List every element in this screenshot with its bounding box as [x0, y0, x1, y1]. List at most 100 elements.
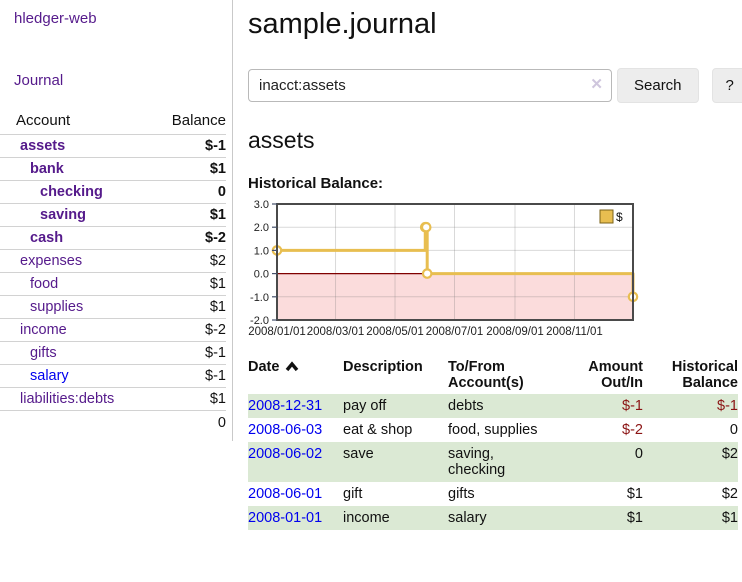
account-balance: $-1 [205, 345, 226, 361]
app-logo-link[interactable]: hledger-web [14, 10, 97, 27]
register-header-description: Description [343, 359, 423, 375]
account-link-income[interactable]: income [20, 322, 67, 338]
accounts-cell: debts [448, 398, 484, 414]
register-header-row: Date Description To/From Account(s) Amou… [248, 356, 738, 394]
register-header-accounts: To/From Account(s) [448, 359, 524, 391]
account-balance: 0 [217, 184, 226, 200]
account-link-supplies[interactable]: supplies [30, 299, 84, 315]
balance-cell: $2 [721, 446, 738, 462]
account-row: assets $-1 [0, 134, 226, 158]
accounts-table: Account Balance assets $-1 bank $1 check… [0, 108, 226, 435]
svg-text:2.0: 2.0 [254, 222, 269, 234]
account-balance: $1 [209, 161, 226, 177]
account-link-checking[interactable]: checking [40, 184, 103, 200]
account-balance: $2 [209, 253, 226, 269]
search-row: ✕ Search ? [248, 68, 742, 103]
svg-text:-2.0: -2.0 [250, 315, 269, 327]
account-link-assets[interactable]: assets [20, 138, 66, 154]
account-row: expenses $2 [0, 249, 226, 273]
account-balance: $-2 [205, 322, 226, 338]
help-button[interactable]: ? [711, 68, 742, 103]
account-row: food $1 [0, 272, 226, 296]
amount-cell: $1 [626, 486, 643, 502]
balance-cell: $1 [721, 510, 738, 526]
amount-cell: $-1 [622, 398, 643, 414]
balance-cell: 0 [729, 422, 738, 438]
account-balance: $1 [209, 276, 226, 292]
historical-balance-chart: 3.0 2.0 1.0 0.0 -1.0 -2.0 2008/01/01 2008/03/01… [248, 197, 742, 343]
account-balance: $-2 [205, 230, 226, 246]
sort-ascending-icon [285, 360, 299, 376]
account-row: supplies $1 [0, 295, 226, 319]
register-row: 2008-06-03 eat & shop food, supplies $-2… [248, 418, 738, 442]
accounts-total-row: 0 [0, 410, 226, 436]
account-link-liabilities-debts[interactable]: liabilities:debts [20, 391, 115, 407]
register-row: 2008-06-02 save saving, checking 0 $2 [248, 442, 738, 482]
accounts-cell: salary [448, 510, 487, 526]
register-row: 2008-01-01 income salary $1 $1 [248, 506, 738, 530]
svg-text:2008/07/01: 2008/07/01 [426, 326, 484, 338]
svg-text:3.0: 3.0 [254, 199, 269, 211]
date-link[interactable]: 2008-06-03 [248, 422, 323, 438]
account-link-salary[interactable]: salary [30, 368, 69, 384]
account-link-gifts[interactable]: gifts [30, 345, 57, 361]
sidebar: hledger-web Journal Account Balance asse… [0, 0, 233, 441]
account-row: liabilities:debts $1 [0, 387, 226, 411]
svg-text:2008/05/01: 2008/05/01 [366, 326, 424, 338]
register-header-balance: Historical Balance [671, 359, 738, 391]
register-table: Date Description To/From Account(s) Amou… [248, 356, 738, 530]
description-cell: save [343, 446, 374, 462]
description-cell: pay off [343, 398, 387, 414]
amount-cell: $1 [626, 510, 643, 526]
account-row: gifts $-1 [0, 341, 226, 365]
balance-cell: $2 [721, 486, 738, 502]
register-header-amount: Amount Out/In [588, 359, 643, 391]
register-row: 2008-06-01 gift gifts $1 $2 [248, 482, 738, 506]
register-header-date[interactable]: Date [248, 356, 343, 394]
account-row: bank $1 [0, 157, 226, 181]
clear-search-icon[interactable]: ✕ [590, 76, 603, 93]
page-title: sample.journal [248, 8, 437, 40]
accounts-cell: food, supplies [448, 422, 538, 438]
search-button[interactable]: Search [617, 68, 699, 103]
account-row: cash $-2 [0, 226, 226, 250]
account-row: income $-2 [0, 318, 226, 342]
date-link[interactable]: 2008-01-01 [248, 510, 323, 526]
svg-text:$: $ [616, 210, 623, 224]
svg-text:2008/03/01: 2008/03/01 [307, 326, 365, 338]
account-balance: $1 [209, 299, 226, 315]
search-input[interactable] [248, 69, 612, 102]
register-row: 2008-12-31 pay off debts $-1 $-1 [248, 394, 738, 418]
date-link[interactable]: 2008-12-31 [248, 398, 323, 414]
account-link-bank[interactable]: bank [30, 161, 64, 177]
account-link-expenses[interactable]: expenses [20, 253, 83, 269]
description-cell: eat & shop [343, 422, 413, 438]
amount-cell: $-2 [622, 422, 643, 438]
date-link[interactable]: 2008-06-01 [248, 486, 323, 502]
date-link[interactable]: 2008-06-02 [248, 446, 323, 462]
account-link-food[interactable]: food [30, 276, 59, 292]
description-cell: gift [343, 486, 363, 502]
balance-cell: $-1 [717, 398, 738, 414]
account-balance: $-1 [205, 138, 226, 154]
accounts-cell: gifts [448, 486, 475, 502]
svg-text:2008/11/01: 2008/11/01 [546, 326, 603, 338]
amount-cell: 0 [634, 446, 643, 462]
accounts-cell: saving, checking [448, 446, 506, 478]
account-heading: assets [248, 127, 315, 153]
account-balance: $-1 [205, 368, 226, 384]
svg-text:2008/01/01: 2008/01/01 [248, 326, 306, 338]
accounts-header-balance: Balance [171, 112, 226, 129]
sidebar-item-journal[interactable]: Journal [14, 72, 64, 89]
account-link-saving[interactable]: saving [40, 207, 86, 223]
svg-text:-1.0: -1.0 [250, 292, 269, 304]
account-link-cash[interactable]: cash [30, 230, 64, 246]
description-cell: income [343, 510, 390, 526]
main-content: sample.journal ✕ Search ? assets Histori… [248, 0, 742, 530]
accounts-total-value: 0 [217, 415, 226, 431]
svg-text:2008/09/01: 2008/09/01 [486, 326, 544, 338]
account-balance: $1 [209, 207, 226, 223]
svg-text:0.0: 0.0 [254, 269, 269, 281]
